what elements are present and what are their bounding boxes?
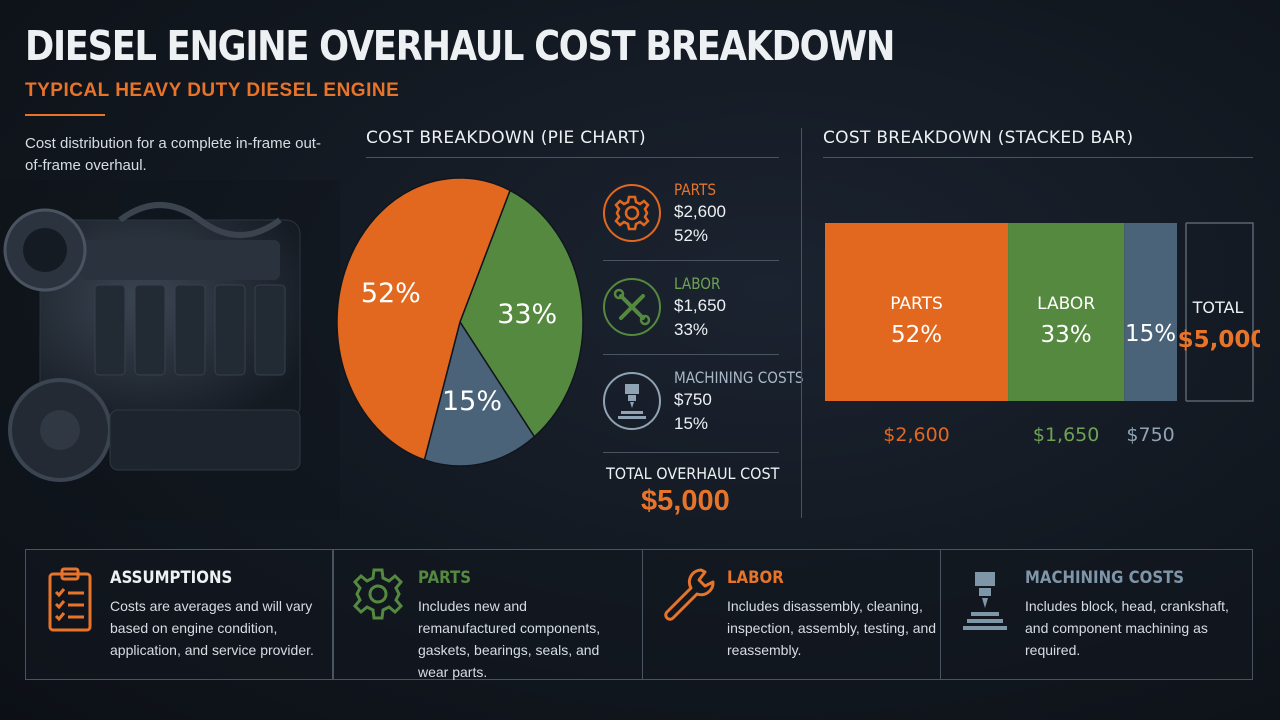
card-title-assumptions: ASSUMPTIONS (110, 568, 233, 588)
gear-icon (352, 568, 404, 620)
page-subtitle: TYPICAL HEAVY DUTY DIESEL ENGINE (25, 80, 400, 101)
card-parts: PARTS Includes new and remanufactured co… (333, 549, 643, 680)
card-text-labor: Includes disassembly, cleaning, inspecti… (727, 598, 937, 658)
pie-slice-parts (336, 177, 511, 461)
total-overhaul-value: $5,000 (641, 485, 730, 517)
pie-slice-labor (459, 189, 584, 438)
bar-section-rule (823, 157, 1253, 158)
legend-percent-parts: 52% (674, 226, 709, 245)
bar-total-label: TOTAL (1192, 298, 1244, 317)
legend-amount-parts: $2,600 (674, 202, 726, 221)
card-text-parts: Includes new and remanufactured componen… (418, 598, 601, 680)
pie-section-rule (366, 157, 779, 158)
gear-icon (603, 184, 661, 242)
bar-segment-parts (825, 223, 1009, 401)
legend-divider (603, 260, 779, 261)
bar-amount-label: $1,650 (1033, 424, 1099, 446)
pie-section-title: COST BREAKDOWN (PIE CHART) (366, 128, 646, 148)
engine-illustration (0, 180, 340, 520)
legend-amount-labor: $1,650 (674, 296, 726, 315)
clipboard-icon (48, 567, 92, 632)
bar-section-title: COST BREAKDOWN (STACKED BAR) (823, 128, 1134, 148)
machining-icon (603, 372, 661, 430)
card-machining: MACHINING COSTS Includes block, head, cr… (940, 549, 1253, 680)
stacked-bar-chart: PARTS 52% $2,600 LABOR 33% $1,650 15% $750 TOTAL… (825, 222, 1260, 446)
card-text-assumptions: Costs are averages and will vary based o… (110, 598, 314, 658)
pie-slice-machining (423, 320, 536, 467)
page-description: Cost distribution for a complete in-fram… (25, 135, 321, 174)
bar-amount-label: $2,600 (883, 424, 949, 446)
card-labor: LABOR Includes disassembly, cleaning, in… (642, 549, 941, 680)
legend-amount-machining: $750 (674, 390, 712, 409)
bar-category-label: LABOR (1037, 294, 1095, 314)
bar-percent-label: 33% (1041, 322, 1092, 348)
card-text-machining: Includes block, head, crankshaft, and co… (1025, 598, 1229, 658)
card-title-labor: LABOR (727, 568, 784, 588)
legend-label-labor: LABOR (674, 274, 721, 293)
bar-segment-labor (1008, 223, 1125, 401)
legend-item-labor: LABOR $1,650 33% (603, 274, 779, 360)
bar-total-value: $5,000 (1178, 327, 1260, 353)
bar-segment-machining (1124, 223, 1177, 401)
legend-item-parts: PARTS $2,600 52% (603, 180, 779, 266)
bar-percent-label: 15% (1125, 321, 1176, 347)
legend-percent-machining: 15% (674, 414, 709, 433)
pie-chart: 33% 15% 52% (336, 177, 584, 467)
pie-label-machining: 15% (442, 386, 502, 417)
legend-label-parts: PARTS (674, 180, 717, 199)
bar-category-label: PARTS (890, 294, 943, 314)
bar-percent-label: 52% (891, 322, 942, 348)
legend-divider (603, 354, 779, 355)
tools-icon (603, 278, 661, 336)
card-title-machining: MACHINING COSTS (1025, 568, 1185, 588)
machining-icon (963, 572, 1007, 630)
wrench-icon (664, 568, 715, 621)
total-bracket (1186, 222, 1254, 402)
subtitle-underline (25, 114, 105, 116)
card-title-parts: PARTS (418, 568, 472, 588)
section-divider (801, 128, 802, 518)
legend-item-machining: MACHINING COSTS $750 15% (603, 368, 804, 454)
legend-divider (603, 452, 779, 453)
legend-percent-labor: 33% (674, 320, 709, 339)
legend-label-machining: MACHINING COSTS (674, 368, 804, 387)
total-overhaul-label: TOTAL OVERHAUL COST (606, 464, 780, 483)
pie-label-labor: 33% (497, 299, 557, 330)
card-assumptions: ASSUMPTIONS Costs are averages and will … (25, 549, 333, 680)
page-title: DIESEL ENGINE OVERHAUL COST BREAKDOWN (25, 22, 895, 70)
pie-label-parts: 52% (361, 278, 421, 309)
bar-amount-label: $750 (1126, 424, 1174, 446)
